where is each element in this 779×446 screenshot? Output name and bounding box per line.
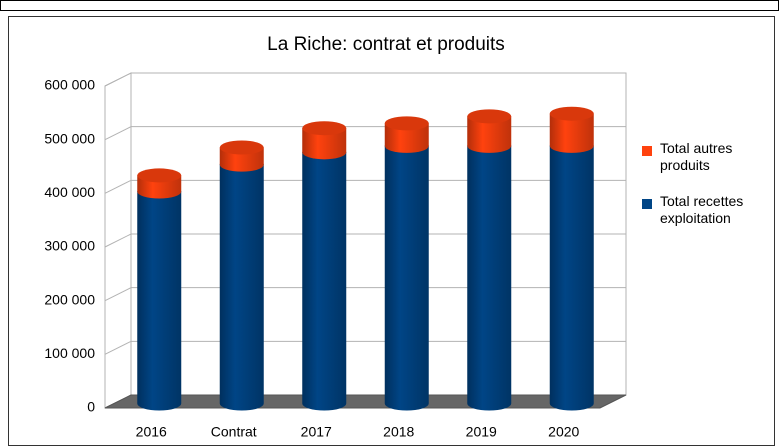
y-tick-label: 400 000 — [44, 184, 95, 200]
y-tick-label: 600 000 — [44, 77, 95, 93]
bar — [467, 116, 512, 153]
grid-line — [104, 233, 626, 248]
x-tick-label: 2019 — [466, 424, 497, 440]
bar — [467, 145, 512, 411]
x-tick-label: Contrat — [211, 424, 257, 440]
bar — [549, 145, 594, 411]
bar — [137, 191, 182, 411]
grid-line — [104, 126, 626, 141]
grid-line — [104, 287, 626, 302]
y-tick-label: 0 — [87, 399, 95, 415]
bar-top — [219, 140, 264, 155]
y-tick-label: 300 000 — [44, 238, 95, 254]
legend-label: Total recettes exploitation — [660, 193, 744, 226]
bar-top — [137, 168, 182, 183]
bar-top — [549, 106, 594, 121]
bar-top — [467, 109, 512, 124]
top-strip — [0, 0, 779, 11]
chart-title: La Riche: contrat et produits — [267, 34, 505, 55]
grid-line — [104, 340, 626, 355]
bar — [384, 145, 429, 411]
x-tick-label: 2017 — [301, 424, 332, 440]
bar — [549, 113, 594, 153]
x-tick-label: 2020 — [548, 424, 579, 440]
grid-line — [104, 179, 626, 194]
bar — [302, 152, 347, 411]
bar-top — [384, 116, 429, 131]
grid-line — [104, 72, 626, 87]
legend-label: Total autres produits — [660, 140, 733, 173]
floor — [104, 394, 627, 409]
x-tick-label: 2016 — [136, 424, 167, 440]
y-tick-label: 200 000 — [44, 291, 95, 307]
legend-swatch — [642, 146, 652, 156]
y-tick-label: 500 000 — [44, 130, 95, 146]
bar — [302, 128, 347, 160]
bar — [384, 123, 429, 153]
legend-swatch — [642, 199, 652, 209]
y-tick-label: 100 000 — [44, 345, 95, 361]
bar — [219, 164, 264, 411]
x-tick-label: 2018 — [383, 424, 414, 440]
bar-top — [302, 121, 347, 136]
